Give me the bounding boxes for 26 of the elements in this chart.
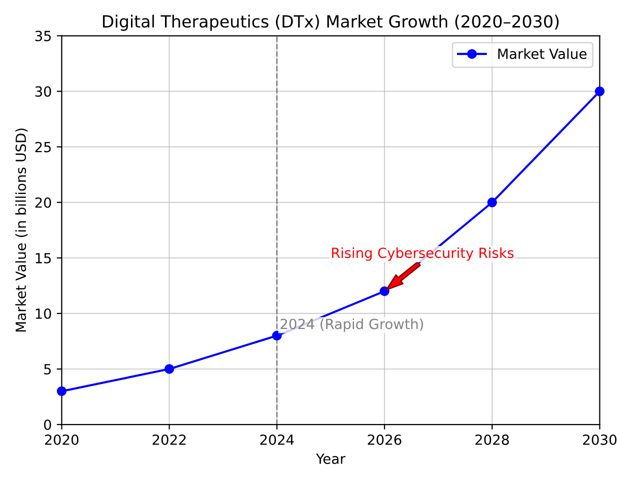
- x-axis-title: Year: [316, 454, 346, 464]
- point: [380, 286, 390, 296]
- y-tick-label: 5: [44, 364, 51, 374]
- x-tick-label: 2028: [475, 434, 509, 446]
- ref-line-label: 2024 (Rapid Growth): [280, 318, 424, 332]
- y-tick-label: 10: [36, 308, 52, 319]
- y-tick-label: 35: [35, 30, 51, 42]
- y-tick-label: 0: [44, 420, 52, 430]
- point: [56, 386, 67, 396]
- annotation: Rising Cybersecurity Risks: [332, 247, 514, 261]
- x-tick-label: 2030: [583, 434, 616, 446]
- y-tick-label: 15: [36, 253, 51, 264]
- y-tick-label: 30: [35, 86, 52, 97]
- x-tick-label: 2024: [260, 434, 294, 446]
- point: [272, 330, 282, 341]
- x-tick-label: 2022: [152, 434, 186, 446]
- point: [487, 198, 497, 208]
- y-axis-title: Market Value (in billions USD): [15, 128, 28, 332]
- chart-title: Digital Therapeutics (DTx) Market Growth (2020–2030): [103, 14, 559, 31]
- x-tick-label: 2026: [368, 434, 402, 446]
- x-tick-label: 2020: [45, 434, 78, 446]
- point: [594, 86, 605, 96]
- point: [164, 364, 174, 374]
- y-tick-label: 20: [35, 197, 52, 208]
- legend-label: Market Value: [498, 48, 586, 60]
- y-tick-label: 25: [35, 142, 51, 152]
